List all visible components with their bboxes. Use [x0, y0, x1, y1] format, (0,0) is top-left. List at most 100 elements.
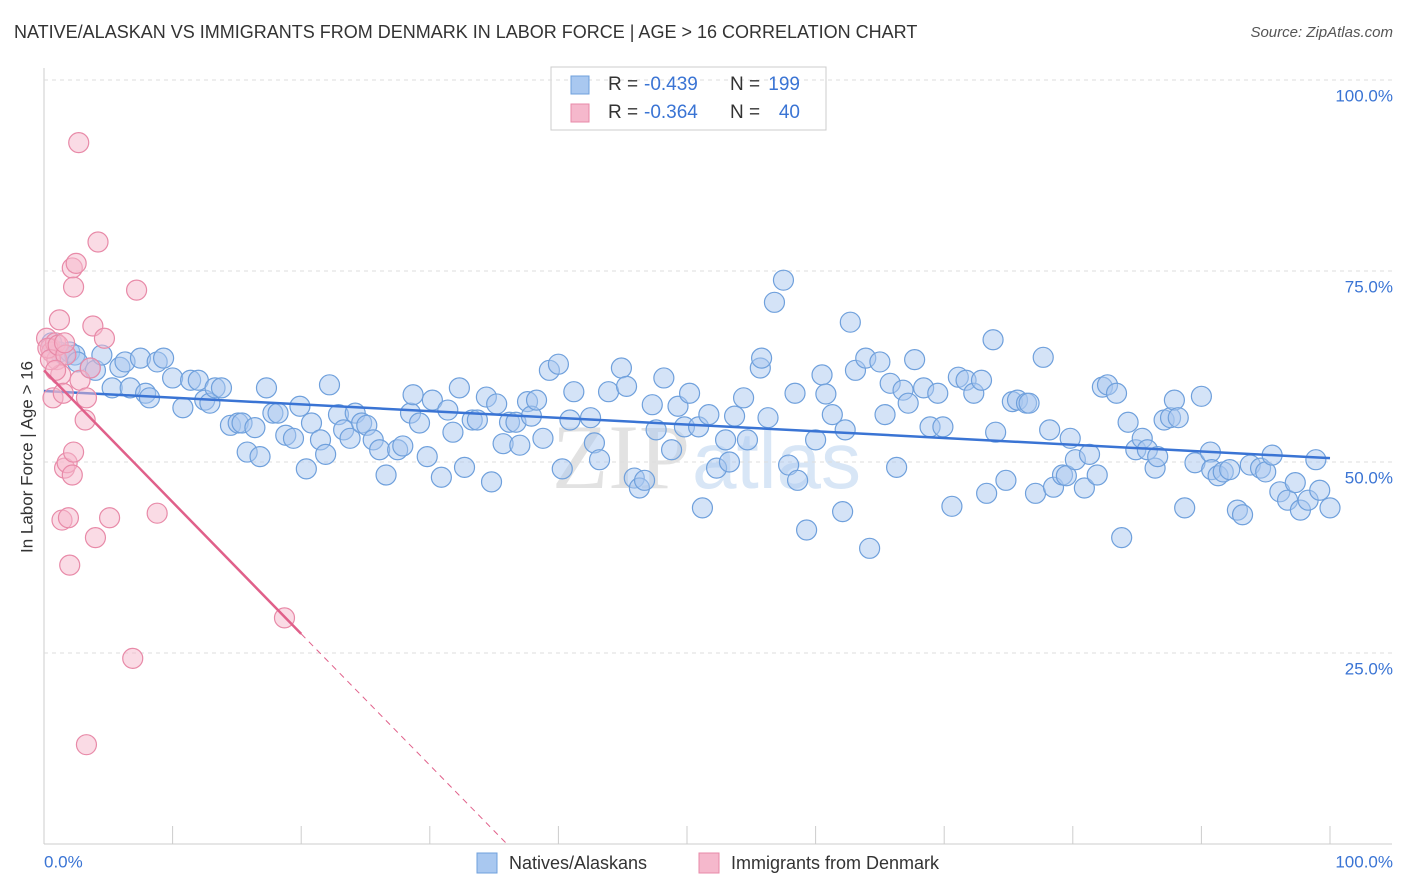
point — [1219, 459, 1241, 481]
point — [79, 357, 101, 379]
point — [68, 132, 90, 154]
point — [146, 502, 168, 524]
point — [1117, 411, 1139, 433]
point — [57, 507, 80, 529]
y-tick-label: 75.0% — [1345, 277, 1393, 296]
point — [723, 405, 746, 427]
point — [927, 382, 949, 404]
point — [375, 464, 397, 486]
legend-swatch — [570, 103, 590, 123]
legend-swatch — [476, 852, 498, 874]
point — [932, 416, 954, 438]
legend-label: R = — [608, 102, 638, 123]
point — [369, 439, 391, 461]
point — [1309, 479, 1331, 501]
point — [1231, 504, 1254, 526]
point — [1284, 472, 1306, 494]
point — [318, 374, 341, 396]
point — [172, 397, 194, 419]
point — [430, 466, 452, 488]
point — [653, 367, 675, 389]
point — [244, 417, 266, 439]
point — [65, 252, 87, 274]
x-tick-label: 100.0% — [1335, 852, 1393, 871]
point — [255, 377, 278, 399]
point — [48, 309, 71, 331]
point — [633, 469, 656, 491]
point — [1319, 497, 1341, 519]
legend-box — [550, 66, 827, 131]
point — [52, 382, 74, 404]
point — [1190, 385, 1213, 407]
chart-title: NATIVE/ALASKAN VS IMMIGRANTS FROM DENMAR… — [14, 22, 917, 42]
point — [811, 364, 833, 386]
point — [757, 407, 779, 429]
point — [295, 458, 317, 480]
point — [392, 435, 414, 457]
point — [1105, 382, 1128, 404]
legend-value: -0.439 — [644, 74, 698, 95]
point — [1147, 446, 1169, 468]
point — [641, 394, 663, 416]
point — [1039, 419, 1061, 441]
point — [93, 327, 116, 349]
point — [408, 412, 431, 434]
point — [1111, 527, 1133, 549]
point — [886, 456, 908, 478]
point — [122, 647, 144, 669]
point — [62, 441, 85, 463]
point — [210, 377, 233, 399]
point — [75, 734, 98, 756]
point — [547, 353, 570, 375]
legend-label: R = — [608, 74, 638, 95]
point — [84, 527, 107, 549]
point — [315, 443, 337, 465]
point — [448, 377, 470, 399]
point — [1174, 497, 1196, 519]
point — [970, 369, 993, 391]
point — [804, 429, 827, 451]
point — [1167, 407, 1189, 429]
point — [678, 382, 701, 404]
point — [551, 458, 573, 480]
y-tick-label: 100.0% — [1335, 86, 1393, 105]
legend-swatch — [570, 75, 590, 95]
point — [982, 329, 1004, 351]
point — [736, 429, 759, 451]
point — [859, 537, 881, 559]
point — [125, 279, 148, 301]
point — [44, 359, 67, 381]
point — [1032, 346, 1054, 368]
point — [1073, 477, 1095, 499]
point — [1018, 392, 1040, 414]
point — [786, 469, 809, 491]
point — [941, 495, 963, 517]
point — [995, 469, 1017, 491]
point — [660, 439, 683, 461]
point — [416, 446, 438, 468]
point — [691, 497, 714, 519]
point — [267, 402, 289, 424]
point — [442, 421, 464, 443]
point — [579, 407, 602, 429]
point — [87, 231, 109, 253]
point — [750, 347, 773, 369]
point — [53, 332, 76, 354]
legend-series-name: Immigrants from Denmark — [731, 853, 940, 873]
point — [300, 412, 323, 434]
point — [402, 384, 424, 406]
point — [904, 349, 926, 371]
point — [610, 357, 633, 379]
y-tick-label: 25.0% — [1345, 659, 1393, 678]
source: Source: ZipAtlas.com — [1250, 24, 1393, 41]
point — [162, 367, 184, 389]
x-tick-label: 0.0% — [44, 852, 83, 871]
y-tick-label: 50.0% — [1345, 468, 1393, 487]
point — [763, 291, 786, 313]
point — [509, 434, 531, 456]
point — [98, 507, 121, 529]
point — [718, 451, 741, 473]
legend-series-name: Natives/Alaskans — [509, 853, 647, 873]
point — [282, 427, 305, 449]
